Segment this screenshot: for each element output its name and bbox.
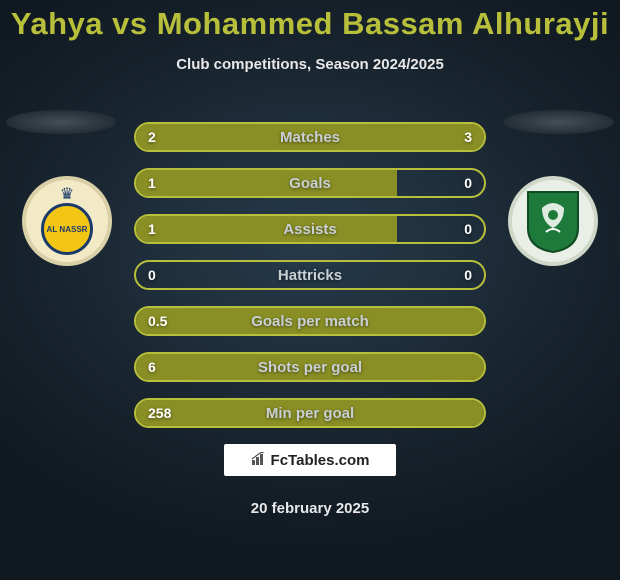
club-crest-right	[524, 188, 582, 254]
player-right-badge	[508, 176, 598, 266]
stat-row: Assists10	[134, 214, 486, 244]
crest-circle: AL NASSR	[41, 203, 93, 255]
stat-bar-track	[134, 168, 486, 198]
source-text: FcTables.com	[271, 452, 370, 469]
subtitle: Club competitions, Season 2024/2025	[0, 56, 620, 73]
stat-bar-right-fill	[275, 124, 484, 150]
stat-bar-track	[134, 306, 486, 336]
player-left-badge: ♛ AL NASSR	[22, 176, 112, 266]
chart-icon	[251, 452, 267, 469]
stat-bar-left-fill	[136, 124, 275, 150]
stat-bar-left-fill	[136, 308, 484, 334]
stat-row: Min per goal258	[134, 398, 486, 428]
stat-bar-left-fill	[136, 354, 484, 380]
comparison-card: Yahya vs Mohammed Bassam Alhurayji Club …	[0, 0, 620, 580]
stat-bar-track	[134, 398, 486, 428]
date-text: 20 february 2025	[0, 500, 620, 517]
stat-row: Matches23	[134, 122, 486, 152]
stat-bar-track	[134, 122, 486, 152]
stat-bar-left-fill	[136, 216, 397, 242]
stat-bar-track	[134, 352, 486, 382]
stat-row: Shots per goal6	[134, 352, 486, 382]
stat-bar-gap	[136, 262, 484, 288]
stat-bar-gap	[397, 216, 484, 242]
badge-shadow-right	[504, 110, 614, 134]
stat-bars: Matches23 Goals10 Assists10 Hattricks00 Goal…	[134, 122, 486, 444]
stat-bar-left-fill	[136, 170, 397, 196]
stat-bar-track	[134, 214, 486, 244]
stat-row: Goals per match0.5	[134, 306, 486, 336]
stat-row: Hattricks00	[134, 260, 486, 290]
badge-shadow-left	[6, 110, 116, 134]
page-title: Yahya vs Mohammed Bassam Alhurayji	[0, 0, 620, 42]
stat-row: Goals10	[134, 168, 486, 198]
club-crest-left: ♛ AL NASSR	[41, 187, 93, 255]
stat-bar-left-fill	[136, 400, 484, 426]
crown-icon: ♛	[60, 187, 74, 203]
stat-bar-gap	[397, 170, 484, 196]
stat-bar-track	[134, 260, 486, 290]
source-badge: FcTables.com	[224, 444, 396, 476]
